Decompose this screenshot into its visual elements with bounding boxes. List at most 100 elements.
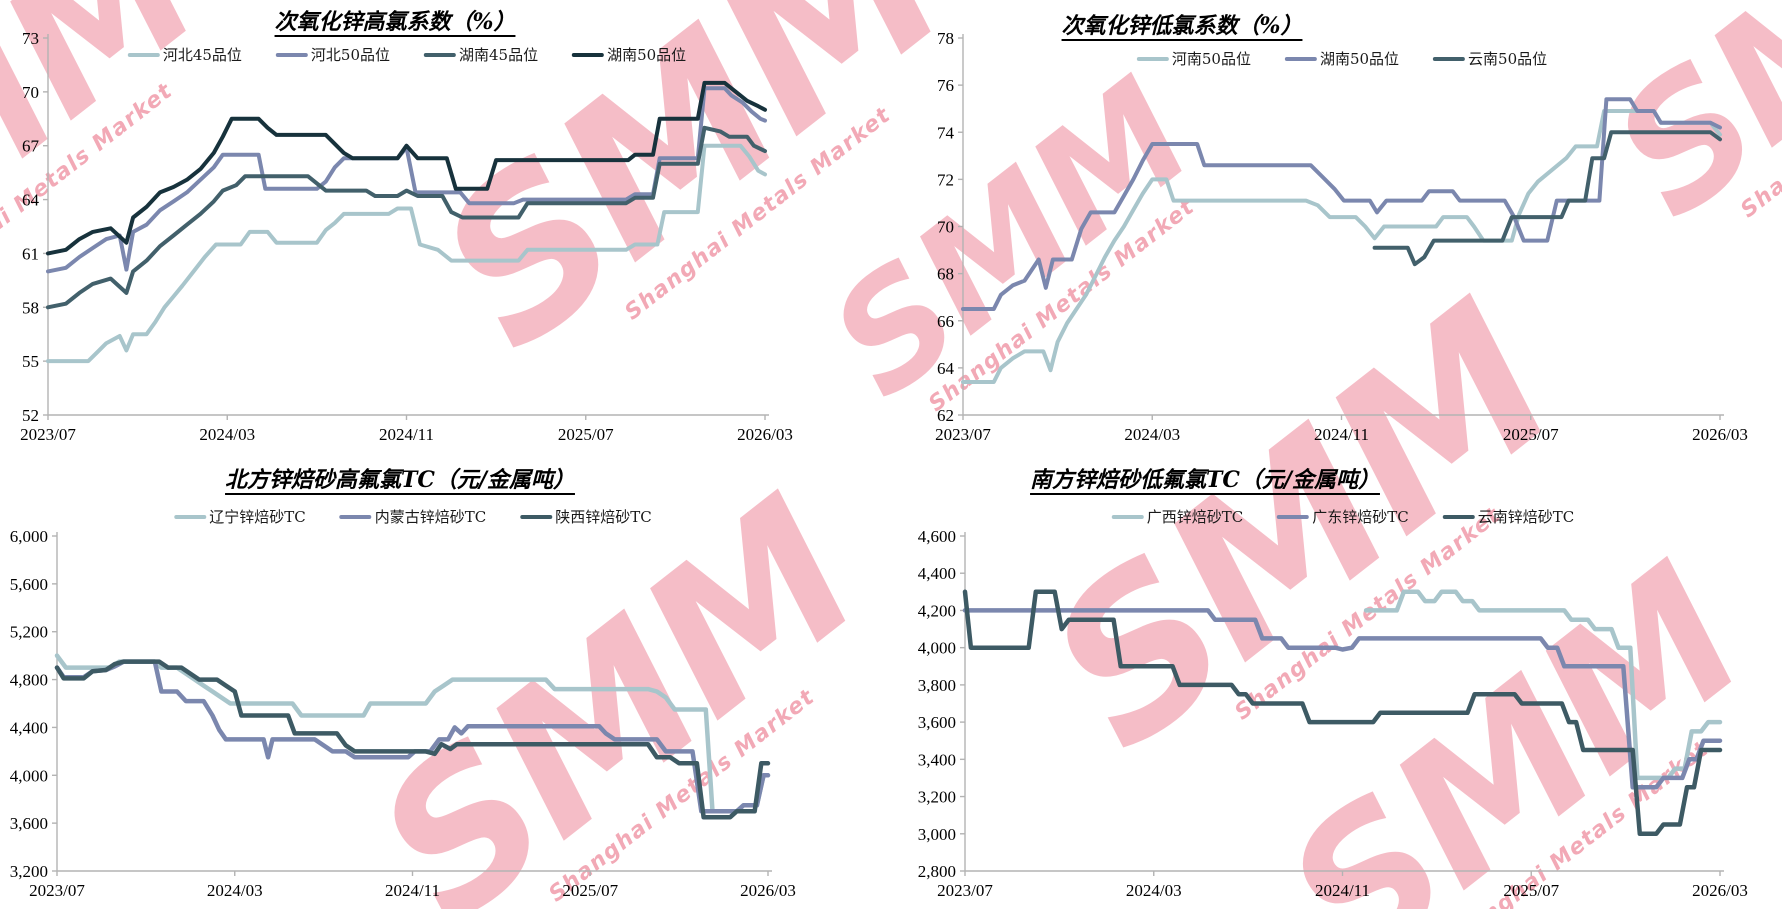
legend-item: 陕西锌焙砂TC [520,506,652,527]
y-tick-label: 64 [937,359,955,378]
series-line [46,86,767,274]
legend-label: 河北45品位 [162,46,242,64]
y-tick-label: 3,600 [10,814,48,833]
legend-item: 河南50品位 [1136,48,1251,69]
series-line [46,80,767,256]
y-tick-label: 52 [22,406,39,425]
y-tick-label: 70 [937,218,954,237]
legend-label: 河北50品位 [310,46,390,64]
y-tick-label: 4,800 [10,671,48,690]
y-tick-label: 5,200 [10,623,48,642]
series-line [961,97,1722,311]
y-tick-label: 4,200 [918,601,956,620]
x-tick-label: 2026/03 [1692,425,1748,444]
series-line [46,125,767,310]
y-tick-label: 78 [937,29,954,48]
series-line [1363,589,1723,781]
y-tick-label: 4,600 [918,527,956,546]
legend-label: 云南锌焙砂TC [1477,508,1575,526]
y-tick-label: 67 [22,137,40,156]
legend-item: 云南50品位 [1433,48,1547,69]
y-tick-label: 3,000 [918,825,956,844]
legend-item: 云南锌焙砂TC [1442,506,1575,527]
y-tick-label: 3,800 [918,676,956,695]
legend-marker [127,52,160,57]
legend-south-tc: 广西锌焙砂TC 广东锌焙砂TC 云南锌焙砂TC [1111,506,1575,527]
chart-title-north-tc: 北方锌焙砂高氟氯TC（元/金属吨） [225,467,575,493]
series-line [961,109,1722,384]
y-tick-label: 70 [22,83,39,102]
series-line [54,659,771,820]
y-tick-label: 3,200 [918,788,956,807]
x-tick-label: 2024/03 [199,425,255,444]
x-tick-label: 2024/03 [1126,881,1182,900]
x-tick-label: 2024/11 [379,425,434,444]
y-tick-label: 3,200 [10,862,48,881]
legend-item: 广东锌焙砂TC [1277,506,1409,527]
x-tick-label: 2024/03 [1124,425,1180,444]
legend-item: 河北45品位 [127,44,242,65]
chart-title-high-chlorine: 次氧化锌高氯系数（%） [274,9,516,35]
legend-marker [174,514,207,519]
legend-marker [424,52,456,57]
legend-marker [1136,56,1169,61]
y-tick-label: 2,800 [918,862,956,881]
legend-item: 河北50品位 [275,44,390,65]
y-tick-label: 74 [937,123,955,142]
legend-marker [1277,514,1310,519]
legend-item: 湖南50品位 [572,44,686,65]
x-tick-label: 2025/07 [1503,425,1559,444]
legend-marker [1442,514,1475,519]
series-line [46,143,767,364]
legend-label: 广东锌焙砂TC [1312,508,1409,526]
legend-marker [275,52,308,57]
legend-label: 河南50品位 [1171,50,1251,68]
x-tick-label: 2023/07 [937,881,993,900]
legend-north-tc: 辽宁锌焙砂TC 内蒙古锌焙砂TC 陕西锌焙砂TC [174,506,652,527]
y-tick-label: 72 [937,170,954,189]
legend-item: 内蒙古锌焙砂TC [339,506,487,527]
x-tick-label: 2023/07 [29,881,85,900]
y-tick-label: 66 [937,312,954,331]
legend-item: 广西锌焙砂TC [1111,506,1244,527]
legend-label: 广西锌焙砂TC [1146,508,1244,526]
legend-marker [572,52,605,57]
legend-label: 云南50品位 [1468,50,1548,68]
x-tick-label: 2026/03 [737,425,793,444]
legend-item: 湖南50品位 [1284,48,1399,69]
legend-marker [339,514,372,519]
legend-marker [1284,56,1317,61]
x-tick-label: 2023/07 [935,425,991,444]
y-tick-label: 61 [22,244,39,263]
chart-title-low-chlorine: 次氧化锌低氯系数（%） [1061,13,1303,39]
y-tick-label: 6,000 [10,527,48,546]
y-tick-label: 62 [937,406,954,425]
x-tick-label: 2026/03 [740,881,796,900]
y-tick-label: 4,000 [10,766,48,785]
x-tick-label: 2025/07 [1503,881,1559,900]
legend-low-chlorine: 河南50品位 湖南50品位 云南50品位 [1136,48,1547,69]
x-tick-label: 2023/07 [20,425,76,444]
x-tick-label: 2024/11 [1315,881,1370,900]
y-tick-label: 58 [22,298,39,317]
legend-item: 湖南45品位 [424,44,538,65]
legend-item: 辽宁锌焙砂TC [174,506,306,527]
chart-title-south-tc: 南方锌焙砂低氟氯TC（元/金属吨） [1030,467,1380,493]
y-tick-label: 73 [22,29,39,48]
legend-label: 内蒙古锌焙砂TC [374,508,487,526]
series-line [1372,130,1722,267]
legend-label: 辽宁锌焙砂TC [209,508,306,526]
series-line [962,589,1723,837]
y-tick-label: 64 [22,191,40,210]
y-tick-label: 4,000 [918,639,956,658]
y-tick-label: 68 [937,265,954,284]
y-tick-label: 3,400 [918,750,956,769]
legend-marker [1111,514,1144,519]
y-tick-label: 3,600 [918,713,956,732]
y-tick-label: 55 [22,352,39,371]
x-tick-label: 2024/11 [1314,425,1369,444]
legend-marker [1433,56,1466,61]
x-tick-label: 2024/03 [207,881,263,900]
